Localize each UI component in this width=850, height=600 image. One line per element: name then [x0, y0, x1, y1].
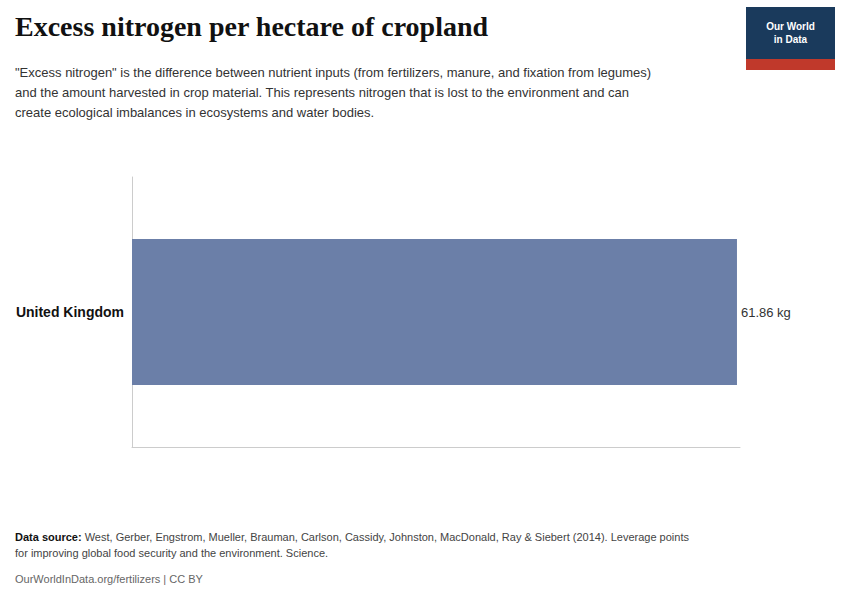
svg-text:Excess nitrogen per hectare of: Excess nitrogen per hectare of cropland [15, 11, 489, 42]
svg-text:in Data: in Data [774, 34, 808, 45]
svg-text:OurWorldInData.org/fertilizers: OurWorldInData.org/fertilizers | CC BY [15, 573, 204, 585]
svg-text:for improving global food secu: for improving global food security and t… [15, 547, 328, 559]
svg-text:and the amount harvested in cr: and the amount harvested in crop materia… [15, 85, 629, 100]
svg-text:West, Gerber, Engstrom, Muelle: West, Gerber, Engstrom, Mueller, Brauman… [82, 531, 690, 543]
svg-text:"Excess nitrogen" is the diffe: "Excess nitrogen" is the difference betw… [15, 65, 651, 80]
svg-text:61.86 kg: 61.86 kg [741, 305, 791, 320]
svg-text:Data source:: Data source: [15, 531, 82, 543]
svg-text:United Kingdom: United Kingdom [16, 304, 124, 320]
svg-text:Our World: Our World [766, 21, 815, 32]
svg-text:create ecological imbalances i: create ecological imbalances in ecosyste… [15, 105, 374, 120]
